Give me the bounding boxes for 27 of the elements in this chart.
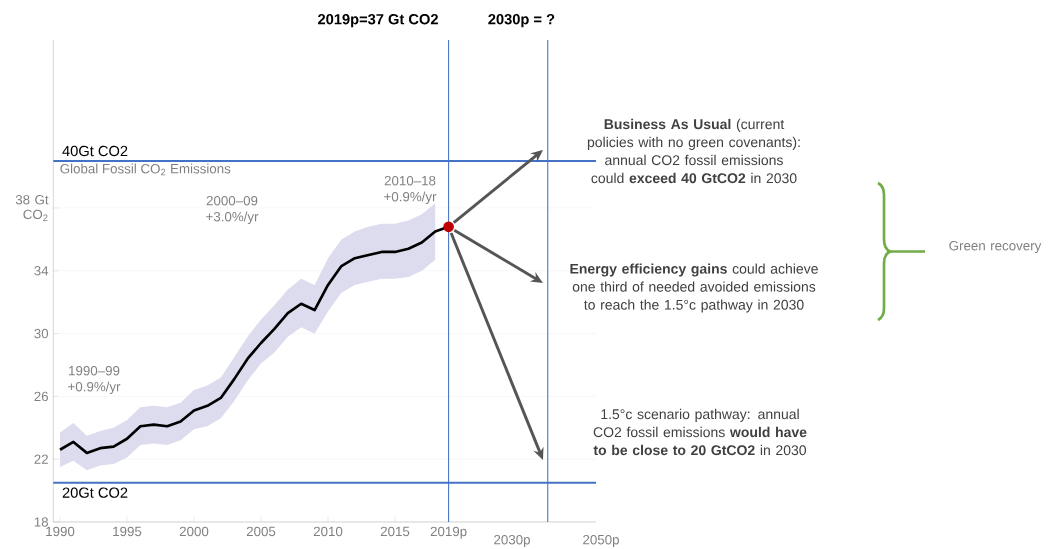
- y-tick-label: 18: [34, 517, 49, 527]
- annotation: 1.5°c scenario pathway: annual CO2 fossil emissions would have to be close to 20 GtCO2 in 2030: [593, 408, 807, 456]
- x-tick-label: 2019p: [430, 526, 467, 539]
- y-tick-label: 22: [34, 454, 48, 464]
- ref-line-label: 40Gt CO2: [62, 145, 128, 157]
- text: Global Fossil CO$_{2}$ Emissions: [60, 163, 231, 176]
- text: 2050p: [583, 534, 619, 548]
- annotation: Business As Usual (current policies with no green covenants): annual CO2 fossil emissions could exceed 40 GtCO2 in 2030: [587, 118, 800, 184]
- y-tick-label: 34: [34, 266, 49, 276]
- text: 2030p: [494, 534, 530, 548]
- y-tick-label: 38 Gt CO$_{2}$: [15, 195, 49, 221]
- ref-line-label: 2019p=37 Gt CO2: [318, 14, 438, 28]
- x-tick-label: 2000: [179, 526, 209, 537]
- annotation: 2010–18 +0.9%/yr: [384, 175, 437, 205]
- ref-line-label: 2030p = ?: [488, 14, 555, 28]
- ref-line-label: 20Gt CO2: [62, 487, 128, 498]
- x-tick-label: 2015: [380, 526, 410, 537]
- y-tick-label: 30: [34, 328, 49, 339]
- y-tick-label: 26: [34, 391, 49, 402]
- x-tick-label: 1995: [113, 526, 142, 537]
- x-tick-label: 2010: [313, 526, 343, 537]
- annotation: Energy efficiency gains could achieve one third of needed avoided emissions to reach the 1.5°c pathway in 2030: [570, 263, 818, 313]
- annotation: 1990–99 +0.9%/yr: [68, 365, 121, 395]
- annotation: 2000–09 +3.0%/yr: [206, 195, 259, 225]
- x-tick-label: 1990: [46, 526, 75, 537]
- text: Green recovery: [949, 240, 1042, 254]
- x-tick-label: 2005: [246, 526, 276, 537]
